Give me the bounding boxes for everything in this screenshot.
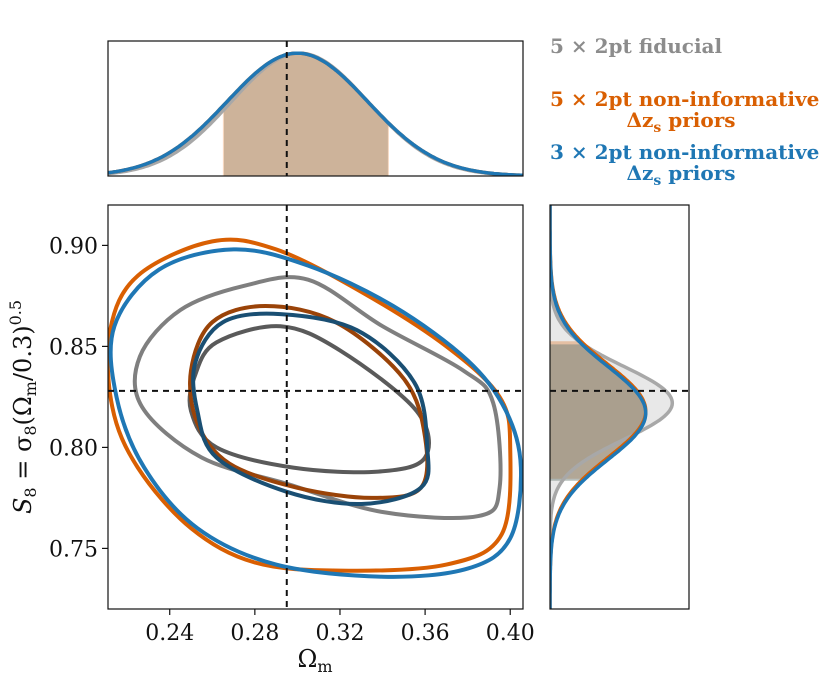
legend-3x2pt-sub: s <box>653 173 661 189</box>
contour-95-5x2pt-noninformative <box>108 237 513 573</box>
x-tick-label: 0.40 <box>486 621 535 646</box>
y-axis-label-s-sub: 8 <box>21 487 40 497</box>
s8-curve-3x2pt-noninformative <box>550 205 648 609</box>
y-axis-label-open: (Ω <box>9 396 37 425</box>
contour-68-fiducial <box>187 324 431 475</box>
y-tick-label: 0.75 <box>49 537 98 562</box>
y-tick-label: 0.90 <box>49 234 98 259</box>
x-tick-label: 0.32 <box>315 621 364 646</box>
y-axis-ticks: 0.75 0.80 0.85 0.90 <box>49 234 108 562</box>
y-axis-label-sigma-sub: 8 <box>21 425 40 435</box>
legend-5x2pt-priors: priors <box>661 108 735 132</box>
s8-marginal-panel <box>549 204 690 610</box>
omega-m-band-5x2pt-noninformative <box>222 53 389 176</box>
y-axis-label-eq: = σ <box>9 436 37 488</box>
contour-95-3x2pt-noninformative <box>108 247 523 579</box>
omega-m-marginal-panel <box>107 40 524 177</box>
legend-3x2pt-noninformative-line1: 3 × 2pt non-informative <box>550 140 819 164</box>
legend-5x2pt-noninformative-line2: Δzs priors <box>627 108 736 136</box>
contour-frame <box>107 204 524 610</box>
y-axis-label: S8 = σ8(Ωm/0.3)0.5 <box>6 300 40 514</box>
y-axis-label-s: S <box>9 498 37 514</box>
s8-credible-bands <box>550 205 673 609</box>
s8-band-3x2pt-noninformative <box>550 344 646 481</box>
x-tick-label: 0.36 <box>401 621 450 646</box>
omega-m-curve-3x2pt-noninformative <box>108 51 523 176</box>
x-tick-label: 0.28 <box>230 621 279 646</box>
x-tick-label: 0.24 <box>145 621 194 646</box>
legend-3x2pt-priors: priors <box>661 161 735 185</box>
x-axis-label: Ωm <box>297 645 332 676</box>
contour-panel: 0.24 0.28 0.32 0.36 0.40 0.75 0.80 0.85 0.90 <box>49 204 535 646</box>
x-axis-label-main: Ω <box>297 645 317 673</box>
y-axis-label-close: /0.3) <box>9 325 37 381</box>
y-axis-label-omega-sub: m <box>21 381 40 396</box>
legend-5x2pt-sub: s <box>653 120 661 136</box>
legend-fiducial: 5 × 2pt fiducial <box>550 34 723 58</box>
x-axis-ticks: 0.24 0.28 0.32 0.36 0.40 <box>145 609 535 646</box>
legend-3x2pt-delta: Δz <box>627 161 654 185</box>
legend-5x2pt-noninformative-line1: 5 × 2pt non-informative <box>550 87 819 111</box>
legend-3x2pt-noninformative-line2: Δzs priors <box>627 161 736 189</box>
y-tick-label: 0.80 <box>49 436 98 461</box>
omega-m-credible-bands <box>222 53 389 176</box>
contour-lines <box>108 237 523 579</box>
contour-95-fiducial <box>132 275 503 520</box>
s8-marginal-frame <box>549 204 690 610</box>
omega-m-marginal-frame <box>107 40 524 177</box>
omega-m-band-fiducial <box>224 53 388 176</box>
x-axis-label-sub: m <box>317 657 332 676</box>
legend-5x2pt-delta: Δz <box>627 108 654 132</box>
y-tick-label: 0.85 <box>49 335 98 360</box>
omega-m-posterior-curves <box>108 51 523 176</box>
y-axis-label-exponent: 0.5 <box>6 300 25 325</box>
contour-68-3x2pt-noninformative <box>191 311 431 507</box>
legend: 5 × 2pt fiducial 5 × 2pt non-informative… <box>550 34 819 189</box>
